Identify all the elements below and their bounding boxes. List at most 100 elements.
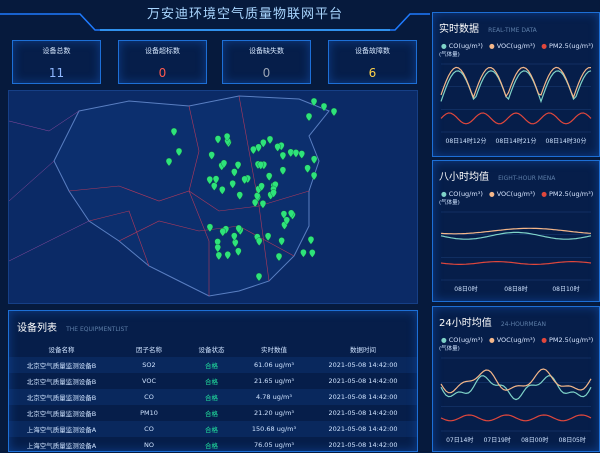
map-marker-icon[interactable] (307, 236, 315, 245)
map-marker-icon[interactable] (258, 182, 265, 191)
map-marker-icon[interactable] (224, 251, 231, 260)
cell-device: 北京空气质量监测设备B (26, 362, 97, 370)
map-marker-icon[interactable] (266, 135, 274, 145)
series-pm25-line (440, 414, 592, 422)
map-marker-icon[interactable] (214, 135, 222, 144)
series-voc-line (440, 368, 592, 394)
map-marker-icon[interactable] (223, 133, 231, 142)
map-marker-icon[interactable] (212, 175, 220, 184)
map-marker-icon[interactable] (266, 172, 273, 181)
map-marker-icon[interactable] (241, 175, 248, 185)
cell-value: 76.05 ug/m³ (253, 441, 295, 449)
series-co-line (440, 231, 592, 240)
map-marker-icon[interactable] (234, 161, 242, 170)
map-marker-icon[interactable] (219, 186, 226, 195)
china-map[interactable] (8, 91, 417, 303)
map-marker-icon[interactable] (215, 251, 222, 261)
map-marker-icon[interactable] (287, 148, 294, 158)
series-co-line (440, 375, 592, 401)
map-marker-icon[interactable] (283, 216, 290, 225)
cell-time: 2021-05-08 14:42:00 (328, 441, 398, 449)
map-marker-icon[interactable] (211, 182, 218, 191)
map-marker-icon[interactable] (214, 244, 221, 253)
map-marker-icon[interactable] (309, 249, 316, 258)
map-marker-icon[interactable] (298, 150, 305, 159)
map-marker-icon[interactable] (231, 168, 238, 177)
day-chart-panel: 24小时均值 24-HOURMEAN ● CO(ug/m³) ● VOC(ug/… (432, 306, 600, 452)
map-marker-icon[interactable] (292, 149, 300, 158)
eight-hour-line-chart[interactable]: 08日0时 08日8时 08日10时 (433, 206, 599, 296)
map-marker-icon[interactable] (330, 107, 338, 117)
table-header-row: 设备名称 因子名称 设备状态 实时数值 数据时间 (9, 341, 417, 357)
map-marker-icon[interactable] (165, 157, 173, 167)
map-marker-icon[interactable] (310, 155, 318, 164)
map-marker-icon[interactable] (300, 249, 307, 258)
cell-device: 上海空气质量监测设备A (26, 426, 97, 434)
map-marker-icon[interactable] (170, 127, 178, 137)
map-marker-icon[interactable] (251, 198, 259, 208)
map-marker-icon[interactable] (274, 143, 281, 152)
panel-header: 实时数据 REAL-TIME DATA (433, 13, 599, 36)
table-row[interactable]: 北京空气质量监测设备B SO2 合格 61.06 ug/m³ 2021-05-0… (9, 357, 417, 373)
realtime-line-chart[interactable]: 08日14时12分 08日14时21分 08日14时30分 (433, 58, 599, 148)
map-marker-icon[interactable] (206, 176, 213, 185)
map-marker-icon[interactable] (206, 223, 214, 232)
map-marker-icon[interactable] (236, 191, 243, 200)
x-tick-label: 08日14时21分 (496, 137, 537, 145)
table-row[interactable]: 北京空气质量监测设备B PM10 合格 21.20 ug/m³ 2021-05-… (9, 405, 417, 421)
map-marker-icon[interactable] (310, 171, 318, 181)
map-marker-icon[interactable] (235, 247, 242, 256)
map-marker-icon[interactable] (279, 151, 287, 161)
cell-factor: SO2 (142, 361, 156, 369)
table-row[interactable]: 上海空气质量监测设备A CO 合格 150.68 ug/m³ 2021-05-0… (9, 421, 417, 437)
map-marker-icon[interactable] (256, 237, 263, 246)
map-marker-icon[interactable] (320, 102, 328, 112)
table-row[interactable]: 北京空气质量监测设备B CO 合格 4.78 ug/m³ 2021-05-08 … (9, 389, 417, 405)
stat-value: 6 (368, 66, 377, 80)
map-marker-icon[interactable] (264, 232, 272, 241)
map-marker-icon[interactable] (250, 146, 257, 155)
map-marker-icon[interactable] (175, 147, 183, 157)
map-marker-icon[interactable] (208, 151, 215, 160)
map-marker-icon[interactable] (275, 252, 283, 262)
map-marker-icon[interactable] (231, 232, 238, 241)
stat-card-total[interactable]: 设备总数 11 (12, 40, 101, 84)
map-marker-icon[interactable] (219, 228, 226, 237)
realtime-chart-panel: 实时数据 REAL-TIME DATA ● CO(ug/m³) ● VOC(ug… (432, 12, 600, 157)
map-marker-icon[interactable] (304, 164, 311, 173)
map-panel[interactable] (8, 90, 418, 304)
col-header: 设备状态 (198, 346, 225, 354)
province-border (188, 105, 210, 296)
map-marker-icon[interactable] (310, 97, 318, 107)
map-marker-icon[interactable] (305, 112, 313, 122)
cell-device: 上海空气质量监测设备A (26, 442, 97, 450)
device-list-header: 设备列表 THE EQUIPMENTLIST (9, 311, 417, 335)
day-line-chart[interactable]: 07日14时 07日19时 08日00时 08日05时 (433, 352, 599, 447)
cell-factor: NO (144, 441, 154, 449)
chart-unit: (气体量) (439, 200, 460, 206)
map-marker-icon[interactable] (257, 161, 264, 170)
stat-card-missing[interactable]: 设备缺失数 0 (222, 40, 311, 84)
map-marker-icon[interactable] (278, 237, 285, 246)
stat-label: 设备缺失数 (249, 47, 284, 55)
stat-card-exceed[interactable]: 设备超标数 0 (118, 40, 207, 84)
cell-value: 21.20 ug/m³ (253, 409, 295, 417)
cell-factor: PM10 (140, 409, 158, 417)
legend-co: CO(ug/m³) (448, 42, 483, 50)
map-marker-icon[interactable] (270, 189, 277, 198)
map-marker-icon[interactable] (288, 209, 295, 219)
map-marker-icon[interactable] (229, 180, 236, 189)
map-marker-icon[interactable] (220, 159, 228, 169)
legend-pm25: PM2.5(ug/m³) (548, 336, 594, 344)
map-marker-icon[interactable] (260, 139, 267, 148)
map-marker-icon[interactable] (235, 224, 242, 234)
stat-card-fault[interactable]: 设备故障数 6 (328, 40, 417, 84)
table-row[interactable]: 上海空气质量监测设备A NO 合格 76.05 ug/m³ 2021-05-08… (9, 437, 417, 453)
map-marker-icon[interactable] (259, 200, 267, 209)
chart-unit: (气体量) (439, 346, 460, 352)
map-marker-icon[interactable] (255, 272, 263, 282)
map-marker-icon[interactable] (279, 166, 287, 175)
col-header: 因子名称 (136, 346, 162, 354)
map-marker-icon[interactable] (255, 143, 262, 153)
table-row[interactable]: 北京空气质量监测设备B VOC 合格 21.65 ug/m³ 2021-05-0… (9, 373, 417, 389)
